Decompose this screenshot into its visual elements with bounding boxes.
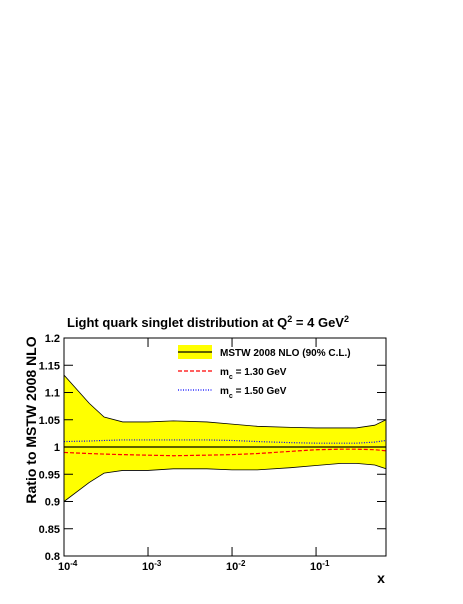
y-tick-label: 1.05 (39, 415, 60, 427)
title-part: Light quark singlet distribution at Q (67, 315, 287, 330)
x-tick-base: 10 (58, 561, 70, 573)
legend-text: = 1.50 GeV (233, 386, 287, 397)
title-part: 2 (344, 314, 349, 324)
title-part: = 4 GeV (292, 315, 344, 330)
band-edge (63, 374, 387, 429)
series-line (63, 448, 387, 457)
legend-label: mc = 1.30 GeV (220, 367, 287, 381)
legend-label: mc = 1.50 GeV (220, 386, 287, 400)
x-tick-power: -1 (322, 559, 330, 568)
x-tick-power: -3 (154, 559, 162, 568)
y-tick-label: 1.2 (45, 333, 60, 345)
x-tick-base: 10 (310, 561, 322, 573)
x-tick-power: -2 (238, 559, 246, 568)
x-axis-label: x (377, 570, 385, 586)
x-tick-label: 10-3 (142, 559, 162, 574)
series-line (63, 439, 387, 444)
legend-text: c (229, 393, 233, 400)
x-tick-base: 10 (226, 561, 238, 573)
legend-text: m (220, 367, 229, 378)
y-tick-label: 0.8 (45, 551, 60, 563)
y-tick-label: 0.95 (39, 469, 60, 481)
title-part: 2 (287, 314, 292, 324)
legend-label: MSTW 2008 NLO (90% C.L.) (220, 348, 351, 359)
y-tick-label: 0.9 (45, 497, 60, 509)
legend-text: c (229, 374, 233, 381)
x-tick-base: 10 (142, 561, 154, 573)
y-axis-label: Ratio to MSTW 2008 NLO (23, 336, 39, 503)
y-tick-label: 1.1 (45, 388, 60, 400)
legend-text: = 1.30 GeV (233, 367, 287, 378)
x-tick-power: -4 (70, 559, 78, 568)
chart-title: Light quark singlet distribution at Q2 =… (67, 314, 349, 330)
y-tick-label: 0.85 (39, 524, 60, 536)
y-tick-label: 1.15 (39, 360, 60, 372)
uncertainty-band (64, 375, 386, 502)
band-edge (63, 462, 387, 502)
x-tick-label: 10-1 (310, 559, 330, 574)
legend-text: m (220, 386, 229, 397)
x-tick-label: 10-4 (58, 559, 78, 574)
x-tick-label: 10-2 (226, 559, 246, 574)
legend-text: MSTW 2008 NLO (90% C.L.) (220, 348, 351, 359)
y-tick-label: 1 (54, 442, 60, 454)
